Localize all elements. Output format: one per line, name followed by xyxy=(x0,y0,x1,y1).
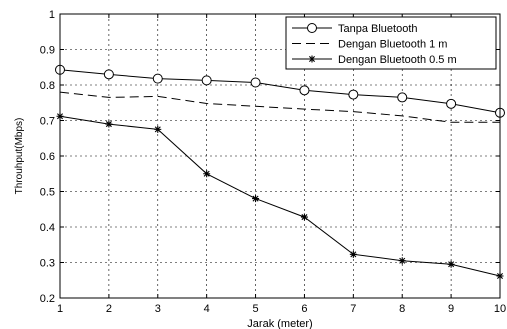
series-1 xyxy=(55,64,505,118)
star-marker xyxy=(203,170,211,178)
y-tick-label: 0.5 xyxy=(40,187,55,199)
star-marker xyxy=(105,120,113,128)
x-tick-label: 1 xyxy=(57,303,63,315)
x-tick-label: 5 xyxy=(252,303,258,315)
star-marker xyxy=(252,195,260,203)
star-marker xyxy=(308,55,316,63)
y-tick-label: 0.3 xyxy=(40,258,55,270)
y-axis-label: Throuhput(Mbps) xyxy=(14,118,25,195)
circle-marker xyxy=(307,23,317,33)
circle-marker xyxy=(397,92,408,103)
x-tick-label: 6 xyxy=(301,303,307,315)
y-tick-label: 0.6 xyxy=(40,151,55,163)
series-line xyxy=(59,115,501,277)
legend-label: Tanpa Bluetooth xyxy=(338,23,418,35)
series-3 xyxy=(56,112,504,280)
x-tick-label: 10 xyxy=(494,303,506,315)
y-tick-label: 0.7 xyxy=(40,116,55,128)
circle-marker xyxy=(299,85,310,96)
circle-marker xyxy=(152,73,163,84)
star-marker xyxy=(300,213,308,221)
series-line xyxy=(59,69,501,114)
legend-label: Dengan Bluetooth 1 m xyxy=(338,39,447,51)
series-layer xyxy=(55,64,505,280)
y-tick-label: 0.9 xyxy=(40,45,55,57)
y-tick-label: 0.2 xyxy=(40,293,55,305)
legend: Tanpa Bluetooth Dengan Bluetooth 1 m Denga… xyxy=(285,16,497,70)
legend-label: Dengan Bluetooth 0.5 m xyxy=(338,54,457,66)
axis-ticks: 1 2 3 4 5 6 7 8 9 10 0.2 0.3 0.4 0.5 0.6 0.7 0.8 0.9 1 xyxy=(40,9,506,315)
legend-entry: Dengan Bluetooth 1 m xyxy=(292,39,447,51)
circle-marker xyxy=(348,89,359,100)
star-marker xyxy=(447,260,455,268)
x-tick-label: 3 xyxy=(155,303,161,315)
circle-marker xyxy=(103,69,114,80)
star-marker xyxy=(349,250,357,258)
x-tick-label: 9 xyxy=(448,303,454,315)
series-line xyxy=(59,91,500,123)
legend-entry: Dengan Bluetooth 0.5 m xyxy=(292,54,457,66)
x-tick-label: 8 xyxy=(399,303,405,315)
x-tick-label: 4 xyxy=(204,303,210,315)
x-tick-label: 7 xyxy=(350,303,356,315)
circle-marker xyxy=(201,75,212,86)
star-marker xyxy=(398,257,406,265)
y-tick-label: 0.8 xyxy=(40,80,55,92)
legend-entry: Tanpa Bluetooth xyxy=(292,23,418,35)
y-tick-label: 0.4 xyxy=(40,222,55,234)
x-tick-label: 2 xyxy=(106,303,112,315)
y-tick-label: 1 xyxy=(49,9,55,21)
star-marker xyxy=(154,125,162,133)
circle-marker xyxy=(446,98,457,109)
x-axis-label: Jarak (meter) xyxy=(247,318,312,329)
circle-marker xyxy=(250,77,261,88)
series-2 xyxy=(59,91,500,123)
